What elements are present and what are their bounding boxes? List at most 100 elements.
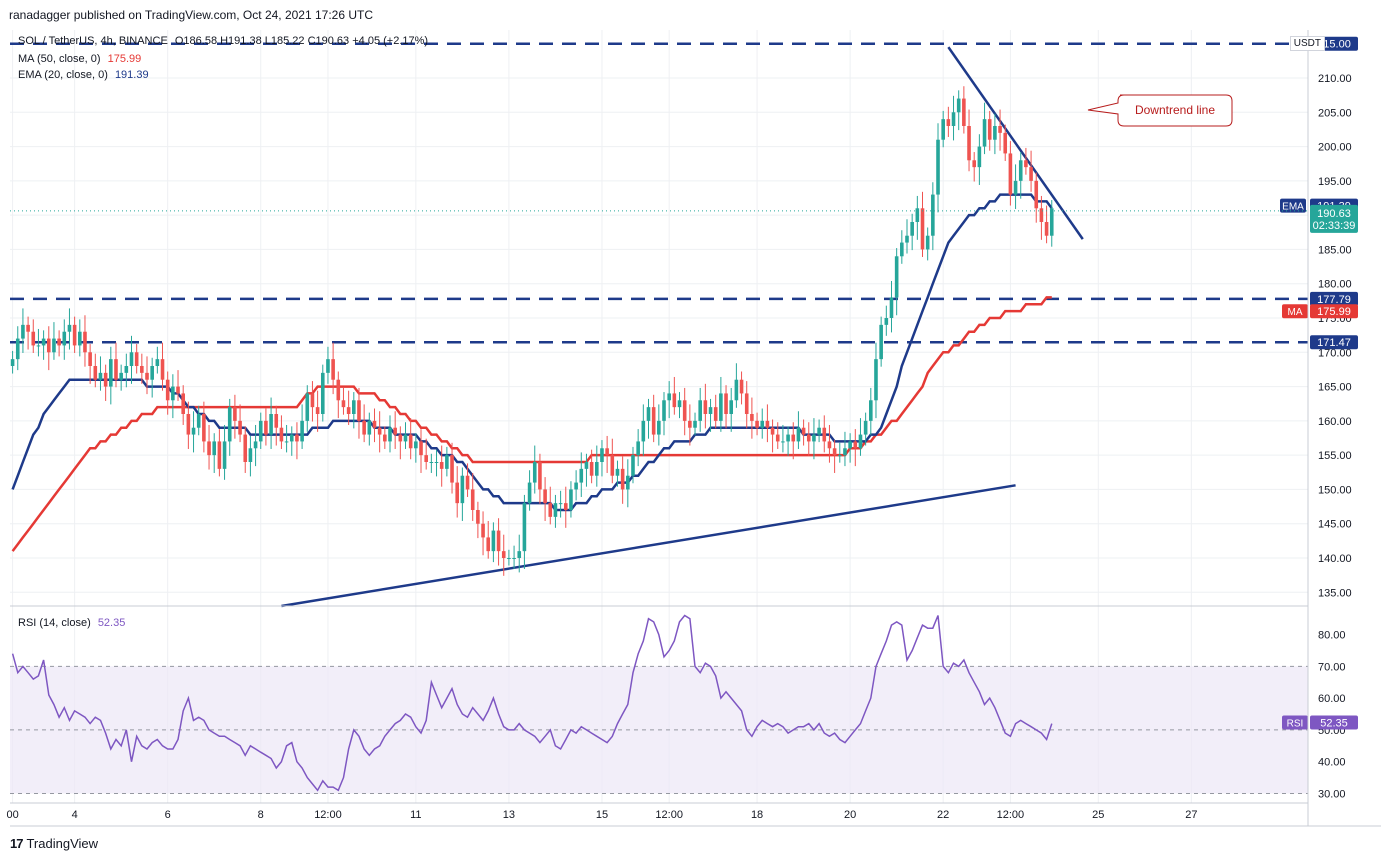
- candle-body: [377, 427, 382, 435]
- candle-body: [786, 434, 790, 442]
- candle-body: [191, 427, 196, 435]
- moving-averages: [11, 193, 1053, 552]
- candle-body: [600, 448, 604, 462]
- candle-body: [310, 393, 315, 408]
- candle-body: [238, 420, 242, 435]
- time-tick-label: 6: [165, 809, 171, 821]
- candle-body: [646, 407, 651, 421]
- candle-body: [620, 468, 625, 490]
- candle-body: [140, 366, 144, 373]
- ma-name-tag-bg: [1282, 304, 1308, 319]
- candle-body: [165, 379, 170, 401]
- candle-body: [1008, 153, 1013, 195]
- ohlc-values: O186.58 H191.38 L185.22 C190.63 +4.05 (+…: [174, 35, 429, 47]
- candle-body: [863, 420, 868, 435]
- candle-body: [352, 400, 356, 414]
- candle-body: [925, 235, 930, 250]
- candle-body: [879, 324, 883, 360]
- candle-body: [905, 235, 909, 243]
- rsi-tick-label: 70.00: [1318, 661, 1346, 673]
- level-tag-low: 171.47: [1317, 337, 1351, 349]
- candle-body: [253, 441, 258, 449]
- candle-body: [553, 503, 558, 517]
- candle-body: [124, 366, 129, 373]
- candle-body: [931, 194, 935, 236]
- candle-body: [724, 393, 728, 414]
- time-tick-label: 12:00: [997, 809, 1025, 821]
- candle-body: [465, 475, 470, 490]
- downtrend-callout: Downtrend line: [1087, 94, 1233, 127]
- candle-body: [336, 379, 341, 401]
- ma-price-tag: 175.99: [1317, 306, 1351, 318]
- candle-body: [160, 359, 165, 380]
- candle-body: [1044, 222, 1049, 236]
- candle-body: [207, 441, 211, 456]
- candle-body: [393, 427, 397, 435]
- level-tag-low-bg: [1310, 335, 1358, 350]
- ma-legend[interactable]: MA (50, close, 0) 175.99: [18, 53, 145, 65]
- price-tick-label: 135.00: [1318, 587, 1352, 599]
- last-price-tag: 02:33:39: [1313, 220, 1356, 232]
- rsi-price-tag-bg: [1310, 715, 1358, 730]
- candle-body: [171, 386, 175, 401]
- ma-price-tag-bg: [1310, 304, 1358, 319]
- candle-body: [150, 366, 154, 380]
- time-tick-label: 12:00: [655, 809, 683, 821]
- candle-body: [408, 434, 413, 449]
- candle-body: [677, 400, 682, 408]
- time-tick-label: 8: [258, 809, 264, 821]
- candle-body: [827, 441, 832, 449]
- symbol-legend[interactable]: SOL / TetherUS, 4h, BINANCE O186.58 H191…: [18, 35, 432, 47]
- candle-body: [982, 119, 987, 147]
- rsi-tick-label: 40.00: [1318, 757, 1346, 769]
- candle-body: [496, 530, 501, 552]
- level-tag-top: 215.00: [1317, 39, 1351, 51]
- rsi-name-tag-bg: [1282, 715, 1308, 730]
- candle-body: [176, 386, 180, 394]
- candle-body: [956, 98, 961, 113]
- candle-body: [977, 146, 982, 168]
- axes: 135.00 140.00 145.00 150.00 155.00 160.00 165.…: [6, 73, 1351, 821]
- price-tick-label: 155.00: [1318, 450, 1352, 462]
- ema-legend[interactable]: EMA (20, close, 0) 191.39: [18, 69, 153, 81]
- candle-body: [558, 503, 563, 505]
- time-tick-label: 22: [937, 809, 949, 821]
- candle-body: [900, 242, 904, 257]
- candle-body: [832, 448, 837, 456]
- currency-button[interactable]: USDT: [1289, 36, 1325, 51]
- rsi-line: [11, 614, 1053, 792]
- candle-body: [217, 441, 222, 469]
- candle-body: [1034, 180, 1039, 209]
- candle-body: [522, 503, 527, 552]
- candle-body: [439, 462, 444, 469]
- candle-body: [744, 393, 749, 414]
- ema-name-tag-bg: [1280, 198, 1306, 213]
- candle-body: [36, 345, 41, 347]
- ma50-line: [11, 296, 1052, 552]
- ma-name-tag: MA: [1288, 307, 1303, 318]
- candle-body: [31, 331, 36, 346]
- candle-body: [445, 455, 449, 469]
- symbol-line: SOL / TetherUS, 4h, BINANCE: [18, 35, 168, 47]
- tradingview-logo[interactable]: 17 TradingView: [10, 836, 98, 851]
- candle-body: [93, 366, 98, 380]
- candle-body: [796, 427, 801, 442]
- candle-body: [848, 441, 852, 449]
- publisher-header: ranadagger published on TradingView.com,…: [9, 8, 374, 22]
- candle-body: [615, 468, 620, 476]
- candle-body: [455, 482, 460, 504]
- rsi-legend[interactable]: RSI (14, close) 52.35: [18, 617, 129, 629]
- candle-body: [672, 393, 677, 408]
- candle-body: [806, 434, 811, 442]
- candle-body: [72, 324, 77, 346]
- candle-body: [67, 324, 72, 332]
- candle-body: [708, 407, 713, 414]
- time-tick-label: 12:00: [314, 809, 342, 821]
- rsi-tick-label: 30.00: [1318, 788, 1346, 800]
- price-tick-label: 160.00: [1318, 416, 1352, 428]
- candle-body: [920, 208, 925, 250]
- candle-body: [460, 475, 465, 504]
- price-tick-label: 210.00: [1318, 73, 1352, 85]
